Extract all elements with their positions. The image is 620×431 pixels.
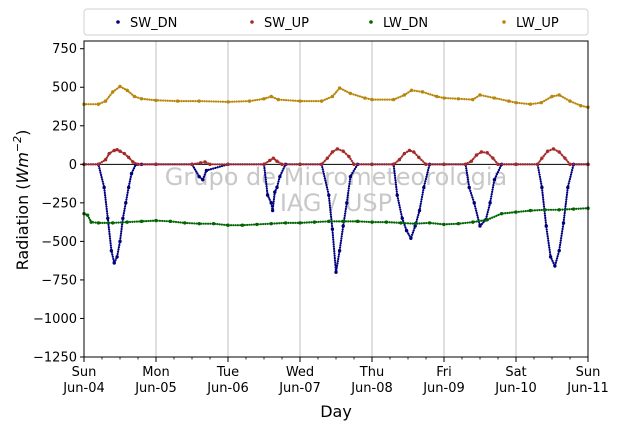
series-LW_DN (82, 206, 590, 227)
x-axis: SunJun-04MonJun-05TueJun-06WedJun-07ThuJ… (62, 357, 609, 396)
x-tick-day-2: Tue (216, 365, 239, 380)
legend-box (83, 8, 589, 36)
y-axis-label-exponent: −2 (11, 136, 24, 152)
y-tick-label-8: −1250 (33, 351, 77, 366)
x-tick-date-1: Jun-05 (134, 381, 177, 396)
legend-marker-LW_UP (502, 20, 506, 24)
y-axis-label-suffix: ) (13, 130, 32, 136)
y-axis-label-unit: Wm (13, 152, 32, 183)
series-SW_UP (82, 147, 590, 167)
y-tick-label-1: 500 (52, 81, 77, 96)
legend-marker-SW_UP (250, 20, 254, 24)
legend-label-LW_UP: LW_UP (516, 16, 559, 31)
y-axis-label-prefix: Radiation ( (13, 183, 32, 270)
legend-label-LW_DN: LW_DN (383, 16, 428, 31)
data-marks (82, 84, 590, 274)
series-LW_UP (82, 84, 590, 109)
trace-SW_UP (82, 147, 590, 166)
x-tick-day-6: Sat (505, 365, 526, 380)
x-tick-date-2: Jun-06 (206, 381, 249, 396)
x-tick-day-0: Sun (72, 365, 97, 380)
watermark-line-1: Grupo de Micrometeorologia (165, 163, 507, 191)
x-tick-day-7: Sun (576, 365, 601, 380)
y-tick-label-6: −750 (41, 273, 77, 288)
x-tick-day-3: Wed (286, 365, 314, 380)
legend-marker-LW_DN (369, 20, 373, 24)
x-tick-day-1: Mon (142, 365, 169, 380)
x-axis-label: Day (320, 402, 352, 421)
trace-LW_DN (82, 207, 590, 227)
x-tick-date-6: Jun-10 (494, 381, 537, 396)
trace-LW_UP (82, 85, 590, 109)
legend: SW_DN SW_UP LW_DN LW_UP (83, 8, 589, 36)
x-tick-day-5: Fri (436, 365, 452, 380)
y-tick-label-0: 750 (52, 42, 77, 57)
y-axis: 750 500 250 0 −250 −500 −750 −1000 −1250 (33, 42, 84, 366)
y-tick-label-2: 250 (52, 119, 77, 134)
x-tick-day-4: Thu (359, 365, 384, 380)
x-tick-date-3: Jun-07 (278, 381, 321, 396)
x-tick-date-4: Jun-08 (350, 381, 393, 396)
legend-label-SW_DN: SW_DN (130, 16, 177, 31)
y-tick-label-4: −250 (41, 196, 77, 211)
y-axis-label: Radiation (Wm−2) (11, 130, 32, 271)
legend-label-SW_UP: SW_UP (264, 16, 309, 31)
watermark: Grupo de Micrometeorologia IAG / USP (165, 163, 507, 217)
x-tick-date-7: Jun-11 (566, 381, 609, 396)
y-tick-label-5: −500 (41, 235, 77, 250)
vertical-grid (155, 41, 517, 357)
y-tick-label-3: 0 (69, 158, 77, 173)
x-tick-date-0: Jun-04 (62, 381, 105, 396)
legend-marker-SW_DN (116, 20, 120, 24)
watermark-line-2: IAG / USP (280, 189, 392, 217)
x-tick-date-5: Jun-09 (422, 381, 465, 396)
trace-SW_DN (82, 163, 590, 273)
y-tick-label-7: −1000 (33, 312, 77, 327)
